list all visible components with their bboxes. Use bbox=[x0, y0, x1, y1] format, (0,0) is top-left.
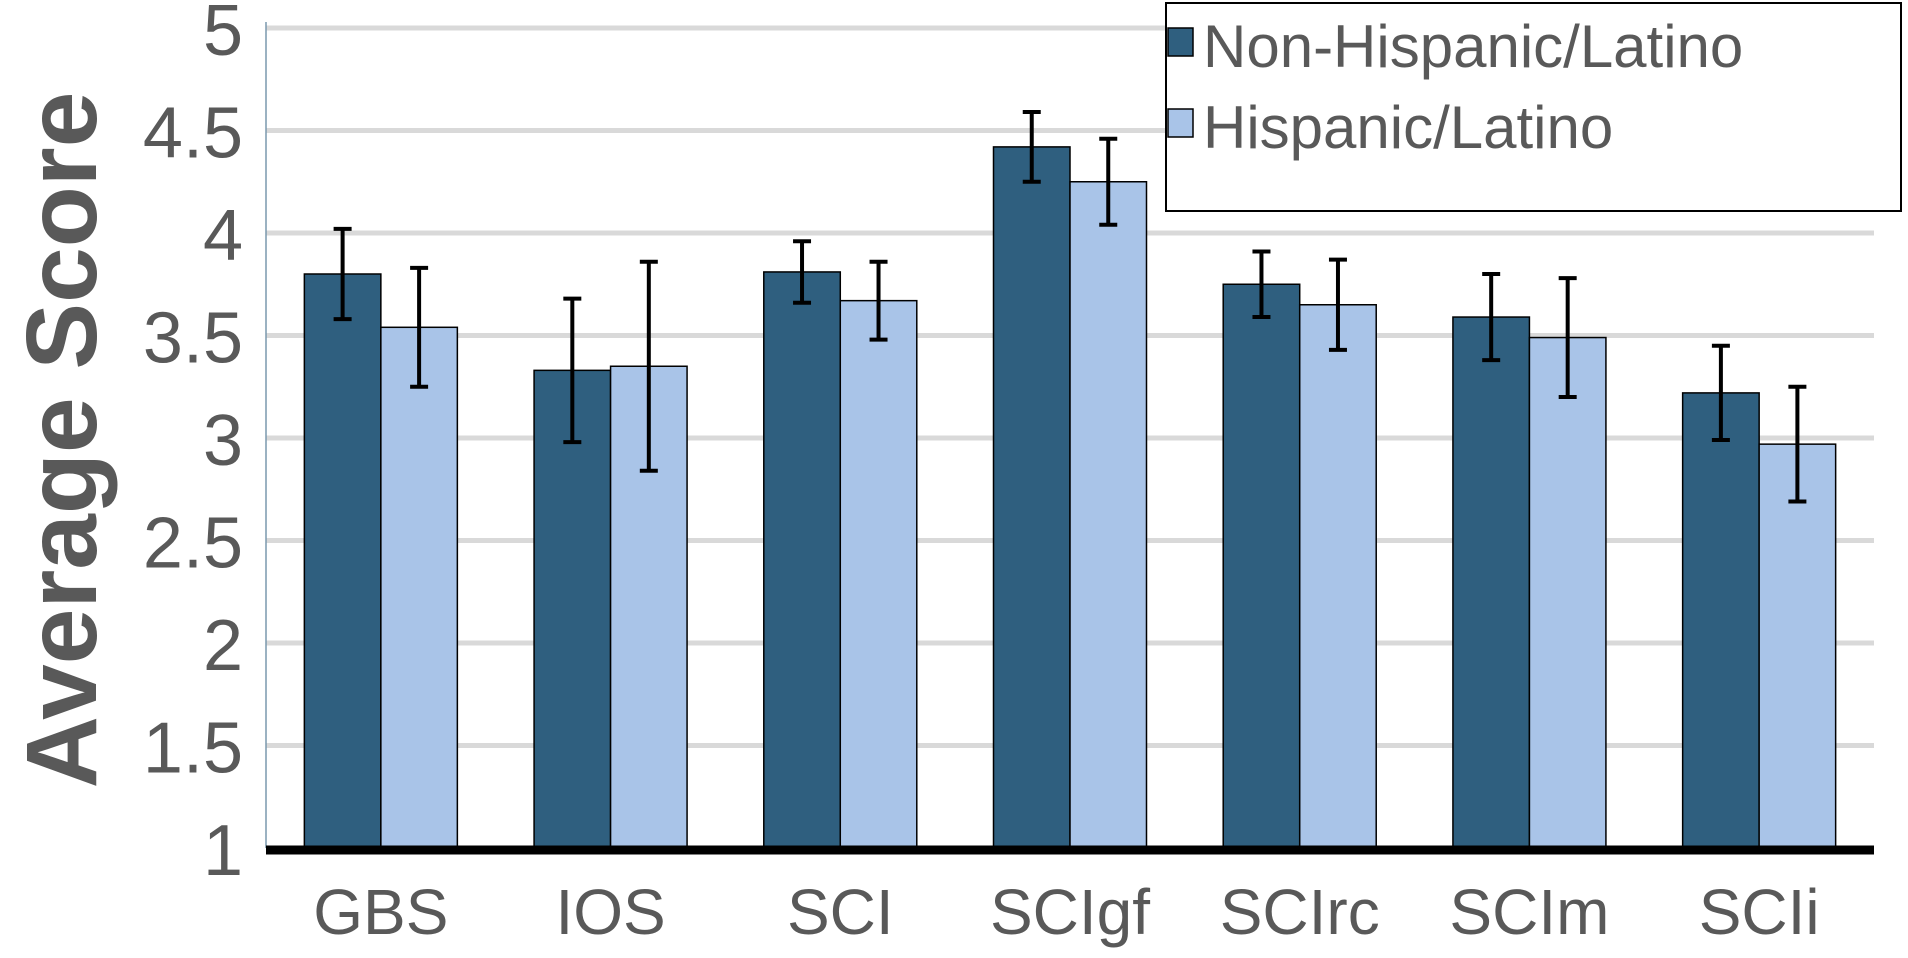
bar-SCI-hispanic bbox=[839, 299, 918, 849]
error-bar bbox=[1022, 110, 1041, 184]
y-tick-label: 2 bbox=[203, 606, 243, 686]
x-tick-label: SCIi bbox=[1699, 876, 1820, 948]
legend-label-non-hispanic: Non-Hispanic/Latino bbox=[1203, 13, 1743, 80]
y-tick-label: 5 bbox=[203, 0, 243, 71]
y-tick-label: 4 bbox=[203, 196, 243, 276]
bar-SCIm-non-hispanic bbox=[1452, 316, 1531, 849]
y-tick-label: 1 bbox=[203, 811, 243, 891]
error-bar bbox=[639, 259, 658, 473]
bars bbox=[303, 110, 1837, 849]
y-tick-label: 3.5 bbox=[143, 299, 243, 379]
error-bar bbox=[1788, 384, 1807, 504]
bar-SCIi-non-hispanic bbox=[1681, 392, 1760, 849]
x-tick-label: SCIrc bbox=[1220, 876, 1380, 948]
y-tick-labels: 1 1.5 2 2.5 3 3.5 4 4.5 5 bbox=[143, 0, 243, 891]
bar-SCIm-hispanic bbox=[1528, 336, 1607, 849]
bar-SCIrc-hispanic bbox=[1298, 304, 1377, 849]
error-bar bbox=[333, 226, 352, 322]
bar-SCI-non-hispanic bbox=[763, 271, 842, 849]
error-bar bbox=[1252, 249, 1271, 320]
legend-box bbox=[1165, 2, 1902, 212]
x-tick-labels: GBS IOS SCI SCIgf SCIrc SCIm SCIi bbox=[313, 876, 1819, 948]
error-bar bbox=[793, 239, 812, 305]
legend-swatch-hispanic bbox=[1167, 108, 1194, 138]
bar-GBS-hispanic bbox=[380, 326, 459, 849]
error-bar bbox=[1482, 272, 1501, 363]
y-tick-label: 3 bbox=[203, 401, 243, 481]
x-tick-label: SCI bbox=[787, 876, 894, 948]
error-bar bbox=[410, 265, 429, 389]
legend-label-hispanic: Hispanic/Latino bbox=[1203, 94, 1613, 161]
x-tick-label: GBS bbox=[313, 876, 448, 948]
x-tick-label: SCIm bbox=[1449, 876, 1609, 948]
bar-SCIgf-non-hispanic bbox=[992, 146, 1071, 849]
x-tick-label: IOS bbox=[555, 876, 665, 948]
y-tick-label: 4.5 bbox=[143, 94, 243, 174]
bar-SCIrc-non-hispanic bbox=[1222, 283, 1301, 849]
error-bar bbox=[1099, 136, 1118, 227]
y-axis-title: Average Score bbox=[6, 92, 118, 789]
legend-swatch-non-hispanic bbox=[1167, 27, 1194, 57]
error-bar bbox=[1711, 343, 1730, 443]
bar-IOS-non-hispanic bbox=[533, 369, 612, 849]
error-bar bbox=[1558, 276, 1577, 399]
error-bar bbox=[563, 296, 582, 445]
legend: Non-Hispanic/Latino Hispanic/Latino bbox=[1165, 2, 1902, 212]
error-bar bbox=[1328, 257, 1347, 352]
bar-SCIgf-hispanic bbox=[1069, 181, 1148, 849]
x-tick-label: SCIgf bbox=[990, 876, 1150, 948]
y-tick-label: 2.5 bbox=[143, 504, 243, 584]
bar-SCIi-hispanic bbox=[1758, 443, 1837, 849]
y-tick-label: 1.5 bbox=[143, 709, 243, 789]
error-bar bbox=[869, 259, 888, 342]
bar-GBS-non-hispanic bbox=[303, 273, 382, 849]
